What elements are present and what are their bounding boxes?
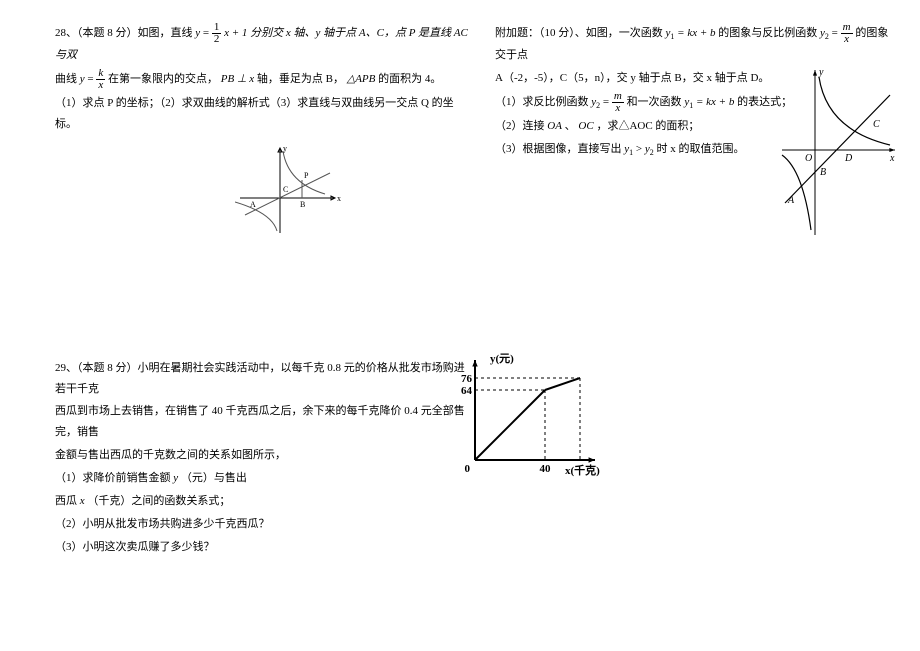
svg-text:40: 40 — [540, 463, 552, 475]
app-l5a: （3）根据图像，直接写出 — [495, 143, 624, 155]
app-gt: > — [636, 143, 645, 155]
p28-line1: 28、（本题 8 分）如图，直线 y = 1 2 x + 1 分别交 x 轴、y… — [55, 22, 475, 66]
svg-text:O: O — [805, 153, 812, 164]
p28-eq2: = — [87, 73, 96, 85]
problem-29: 29、（本题 8 分）小明在暑期社会实践活动中，以每千克 0.8 元的价格从批发… — [55, 358, 475, 558]
problem-28: 28、（本题 8 分）如图，直线 y = 1 2 x + 1 分别交 x 轴、y… — [55, 22, 475, 238]
p28-line3: （1）求点 P 的坐标；（2）求双曲线的解析式（3）求直线与双曲线另一交点 Q … — [55, 93, 475, 135]
svg-text:P: P — [304, 171, 309, 180]
app-oa: OA — [547, 120, 562, 132]
figure-28: P B A Cx y — [235, 143, 475, 238]
app-frac-m2: m x — [612, 91, 624, 114]
svg-text:64: 64 — [461, 385, 473, 397]
app-eq: = — [832, 27, 841, 39]
p28-apb: △APB — [347, 73, 376, 85]
app-m-den: x — [841, 34, 853, 45]
svg-text:x(千克): x(千克) — [565, 463, 600, 477]
svg-text:C: C — [283, 185, 288, 194]
p28-half-den: 2 — [212, 34, 222, 45]
app-oc: OC — [578, 120, 593, 132]
p28-l2b: 在第一象限内的交点， — [108, 73, 218, 85]
p29-l6: （2）小明从批发市场共购进多少千克西瓜？ — [55, 514, 475, 535]
app-l4b: ，求△AOC 的面积； — [596, 120, 699, 132]
p28-pb: PB ⊥ x — [221, 73, 254, 85]
p28-l1a: 28、（本题 8 分）如图，直线 — [55, 27, 195, 39]
app-l4a: （2）连接 — [495, 120, 547, 132]
app-sub1b: 1 — [689, 101, 693, 110]
app-sub2: 2 — [825, 32, 829, 41]
svg-text:A: A — [787, 195, 795, 206]
svg-text:y: y — [818, 67, 824, 78]
p29-l1: 29、（本题 8 分）小明在暑期社会实践活动中，以每千克 0.8 元的价格从批发… — [55, 358, 475, 400]
svg-text:y(元): y(元) — [490, 352, 514, 365]
app-l5b: 时 x 的取值范围。 — [657, 143, 745, 155]
p28-frac-half: 1 2 — [212, 22, 222, 45]
app-l1a: 附加题：（10 分）、如图，一次函数 — [495, 27, 666, 39]
figure-28-svg: P B A Cx y — [235, 143, 345, 238]
app-kxb2: = kx + b — [696, 96, 734, 108]
p28-y2: y — [80, 73, 85, 85]
app-eq2: = — [603, 96, 612, 108]
svg-text:y: y — [283, 144, 287, 153]
app-frac-m: m x — [841, 22, 853, 45]
app-l3b: 和一次函数 — [627, 96, 685, 108]
p29-l4y: y — [173, 472, 178, 484]
p28-frac-k: k x — [96, 68, 105, 91]
p29-l5a: 西瓜 — [55, 495, 80, 507]
p29-l5x: x — [80, 495, 85, 507]
figure-29-svg: y(元) x(千克) 0 7664 40 — [440, 350, 610, 480]
app-sub1: 1 — [670, 32, 674, 41]
svg-text:76: 76 — [461, 373, 473, 385]
p28-eq1: = — [203, 27, 212, 39]
app-comma: 、 — [565, 120, 576, 132]
p28-l2c: 轴，垂足为点 B， — [257, 73, 344, 85]
svg-text:x: x — [889, 153, 895, 164]
svg-text:B: B — [820, 167, 826, 178]
p28-line2: 曲线 y = k x 在第一象限内的交点， PB ⊥ x 轴，垂足为点 B， △… — [55, 68, 475, 91]
svg-text:0: 0 — [465, 463, 471, 475]
p29-l2: 西瓜到市场上去销售，在销售了 40 千克西瓜之后，余下来的每千克降价 0.4 元… — [55, 401, 475, 443]
app-kxb: = kx + b — [677, 27, 715, 39]
p29-l5: 西瓜 x （千克）之间的函数关系式； — [55, 491, 475, 512]
p29-l4a: （1）求降价前销售金额 — [55, 472, 173, 484]
svg-text:B: B — [300, 200, 305, 209]
p29-l5b: （千克）之间的函数关系式； — [87, 495, 230, 507]
app-sub2c: 2 — [650, 148, 654, 157]
p28-l2d: 的面积为 4。 — [378, 73, 441, 85]
p29-l7: （3）小明这次卖瓜赚了多少钱？ — [55, 537, 475, 558]
app-line1: 附加题：（10 分）、如图，一次函数 y1 = kx + b 的图象与反比例函数… — [495, 22, 895, 66]
figure-appendix: x y O C D B A — [780, 65, 900, 240]
app-sub2b: 2 — [596, 101, 600, 110]
svg-text:C: C — [873, 119, 880, 130]
app-m-num2: m — [612, 91, 624, 103]
figure-appendix-svg: x y O C D B A — [780, 65, 900, 240]
p28-l2a: 曲线 — [55, 73, 80, 85]
app-l3a: （1）求反比例函数 — [495, 96, 591, 108]
app-m-den2: x — [612, 103, 624, 114]
svg-text:x: x — [337, 194, 341, 203]
left-column: 28、（本题 8 分）如图，直线 y = 1 2 x + 1 分别交 x 轴、y… — [55, 20, 475, 588]
p28-y: y — [195, 27, 200, 39]
p28-k-den: x — [96, 80, 105, 91]
app-l1b: 的图象与反比例函数 — [718, 27, 820, 39]
p29-l4b: （元）与售出 — [181, 472, 247, 484]
svg-text:D: D — [844, 153, 853, 164]
app-sub1c: 1 — [629, 148, 633, 157]
svg-text:A: A — [250, 200, 256, 209]
p29-l4: （1）求降价前销售金额 y （元）与售出 — [55, 468, 475, 489]
p29-l3: 金额与售出西瓜的千克数之间的关系如图所示， — [55, 445, 475, 466]
figure-29: y(元) x(千克) 0 7664 40 — [440, 350, 610, 480]
